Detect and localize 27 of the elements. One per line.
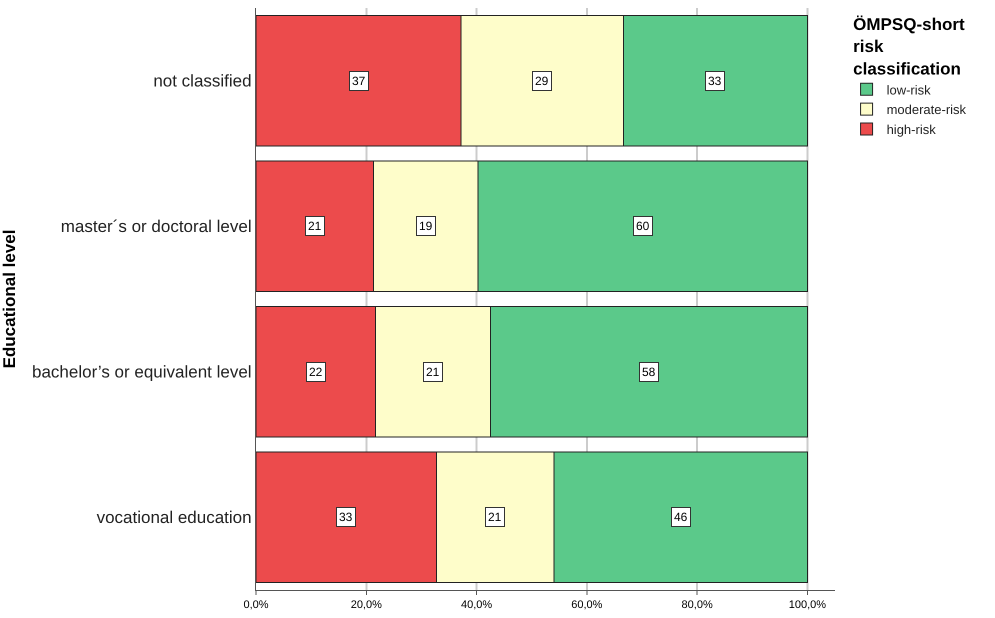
- legend-title: ÖMPSQ-short risk classification: [853, 15, 965, 78]
- legend-label: high-risk: [886, 122, 936, 138]
- legend-label: moderate-risk: [886, 102, 967, 118]
- data-label: 22: [309, 365, 323, 379]
- data-label: 60: [636, 219, 650, 233]
- data-label: 33: [708, 74, 722, 88]
- legend-label: low-risk: [886, 82, 932, 98]
- data-label: 37: [352, 74, 366, 88]
- data-label: 21: [426, 365, 440, 379]
- data-label: 21: [308, 219, 322, 233]
- y-tick-label: master´s or doctoral level: [60, 217, 252, 236]
- x-tick-label: 100,0%: [788, 599, 826, 612]
- y-axis-title: Educational level: [0, 230, 19, 368]
- y-tick-label: bachelor’s or equivalent level: [32, 362, 252, 382]
- x-tick-label: 80,0%: [682, 599, 713, 612]
- data-label: 19: [419, 219, 433, 233]
- x-tick-label: 40,0%: [460, 599, 492, 612]
- data-label: 46: [674, 510, 688, 524]
- data-label: 58: [642, 365, 656, 379]
- y-tick-label: vocational education: [96, 508, 252, 528]
- x-tick-label: 20,0%: [350, 599, 382, 612]
- x-tick-label: 60,0%: [571, 599, 603, 612]
- x-tick-label: 0,0%: [243, 599, 269, 612]
- data-label: 29: [535, 74, 549, 88]
- data-label: 21: [488, 510, 502, 524]
- data-label: 33: [339, 510, 353, 524]
- y-tick-label: not classified: [153, 72, 252, 91]
